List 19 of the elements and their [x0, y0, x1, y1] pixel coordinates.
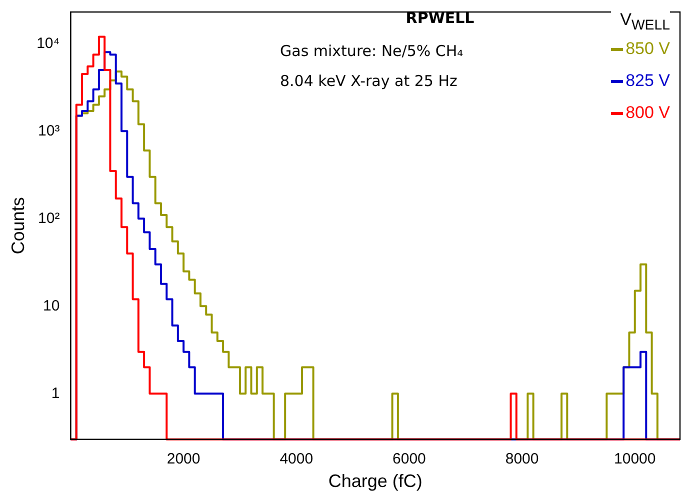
y-tick-label: 1 [51, 384, 60, 402]
x-tick-label: 2000 [166, 450, 200, 468]
annotation: Gas mixture: Ne/5% CH₄ [280, 42, 464, 60]
x-tick-label: 8000 [505, 450, 539, 468]
legend-label: 825 V [626, 71, 670, 92]
chart-title: RPWELL [406, 8, 475, 27]
legend-label: 800 V [626, 103, 670, 124]
y-tick-label: 10² [38, 210, 60, 227]
x-tick-label: 10000 [614, 450, 656, 468]
x-axis-title: Charge (fC) [328, 471, 422, 492]
y-axis-title: Counts [8, 197, 28, 254]
y-tick-label: 10 [43, 297, 60, 314]
y-tick-label: 10³ [38, 122, 60, 140]
legend-title: V$_{WELL}$ [619, 10, 670, 34]
x-tick-label: 6000 [392, 450, 426, 468]
legend-label: 850 V [626, 39, 670, 60]
y-tick-label: 10⁴ [36, 34, 60, 52]
annotation: 8.04 keV X-ray at 25 Hz [280, 72, 458, 90]
x-tick-label: 4000 [280, 450, 314, 468]
